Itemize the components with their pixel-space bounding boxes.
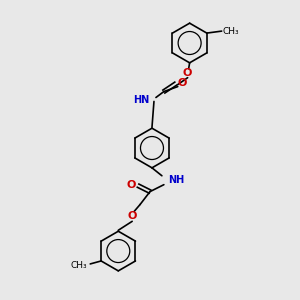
Text: NH: NH: [168, 175, 184, 185]
Text: O: O: [178, 78, 187, 88]
Text: O: O: [183, 68, 192, 78]
Text: CH₃: CH₃: [70, 261, 87, 270]
Text: CH₃: CH₃: [223, 27, 239, 36]
Text: O: O: [127, 180, 136, 190]
Text: O: O: [128, 212, 137, 221]
Text: HN: HN: [133, 95, 149, 106]
